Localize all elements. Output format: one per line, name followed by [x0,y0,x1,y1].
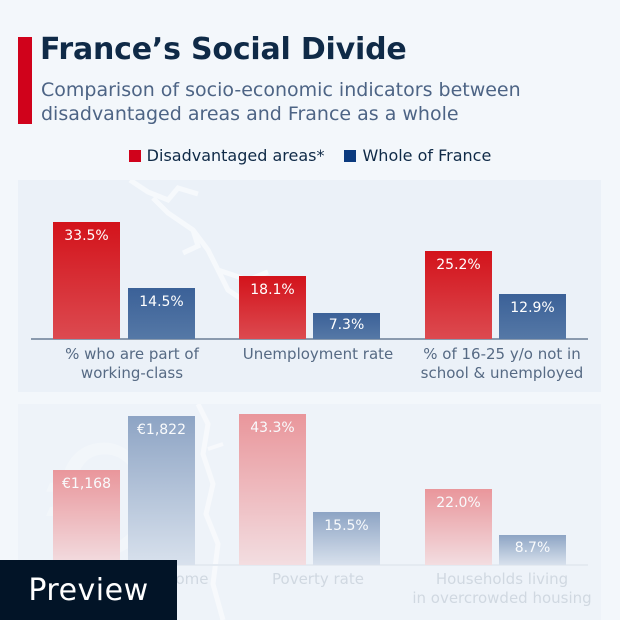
legend: Disadvantaged areas* Whole of France [0,146,620,165]
bar-disadvantaged-income: €1,168 [53,470,120,565]
axis-baseline [31,338,588,340]
category-label: Poverty rate [228,570,408,589]
bar-france-poverty: 15.5% [313,512,380,565]
legend-swatch-blue [344,149,357,162]
chart-title: France’s Social Divide [40,32,407,67]
category-label-line: Unemployment rate [242,345,394,363]
category-label-line: Poverty rate [272,570,364,588]
legend-swatch-red [128,149,141,162]
bar-value: 7.3% [328,317,365,333]
bar-value: 43.3% [250,420,295,436]
bar-disadvantaged-working-class: 33.5% [53,222,120,339]
bar-value: 8.7% [514,540,551,556]
category-label: Unemployment rate [228,345,408,364]
category-label-line: % of 16-25 y/o not in [423,345,581,363]
category-label-line: school & unemployed [420,364,584,382]
legend-label: Disadvantaged areas* [146,146,325,165]
chart-panel-top: 33.5% 14.5% % who are part of working-cl… [18,180,601,392]
title-accent-bar [18,37,32,124]
bar-france-income: €1,822 [128,416,195,565]
category-label-line: ome [175,570,209,588]
category-label: Households living in overcrowded housing [412,570,592,608]
category-label-line: in overcrowded housing [412,589,592,607]
bar-value: 12.9% [510,300,555,316]
bar-disadvantaged-youth-neet: 25.2% [425,251,492,339]
bar-value: 22.0% [436,495,481,511]
bar-disadvantaged-overcrowding: 22.0% [425,489,492,565]
bar-value: 15.5% [324,518,369,534]
bar-france-working-class: 14.5% [128,288,195,339]
bar-value: 25.2% [436,257,481,273]
category-label-line: working-class [80,364,184,382]
category-label-line: Households living [435,570,569,588]
bar-value: €1,822 [137,422,186,438]
preview-overlay-badge: Preview [0,560,177,620]
legend-item-disadvantaged: Disadvantaged areas* [128,146,325,165]
bar-disadvantaged-unemployment: 18.1% [239,276,306,339]
chart-subtitle: Comparison of socio-economic indicators … [41,79,521,125]
bar-france-youth-neet: 12.9% [499,294,566,339]
bar-value: 18.1% [250,282,295,298]
bar-value: 14.5% [139,294,184,310]
bar-disadvantaged-poverty: 43.3% [239,414,306,565]
legend-item-whole-france: Whole of France [344,146,491,165]
bar-value: 33.5% [64,228,109,244]
category-label-line: % who are part of [65,345,199,363]
legend-label: Whole of France [362,146,492,165]
axis-baseline [31,564,588,566]
bar-france-unemployment: 7.3% [313,313,380,339]
bar-france-overcrowding: 8.7% [499,535,566,565]
bar-value: €1,168 [62,476,111,492]
category-label: % of 16-25 y/o not in school & unemploye… [412,345,592,383]
category-label: ome [42,570,222,589]
category-label: % who are part of working-class [42,345,222,383]
